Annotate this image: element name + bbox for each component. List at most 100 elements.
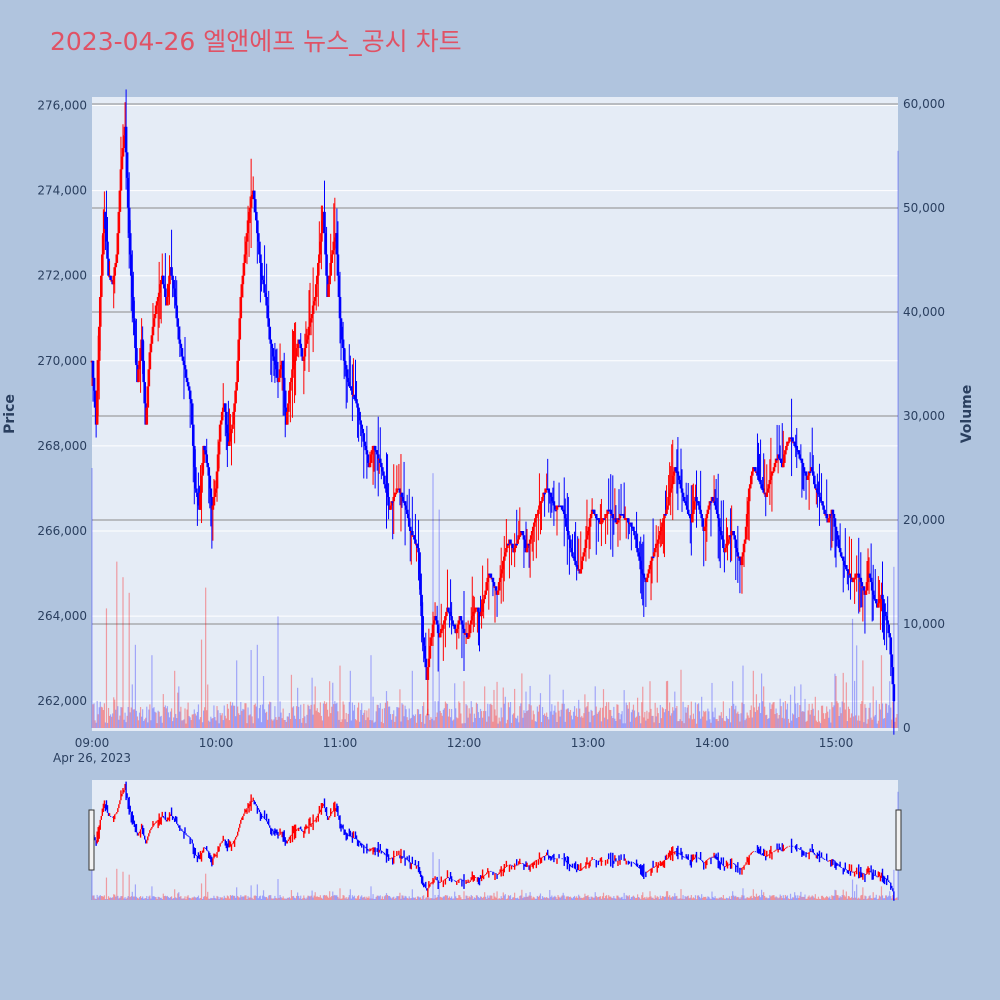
mini-volume-bar xyxy=(566,896,568,900)
price-tick-label: 272,000 xyxy=(37,269,87,283)
mini-volume-bar xyxy=(468,896,470,900)
mini-volume-bar xyxy=(524,897,526,900)
candle-body xyxy=(146,386,150,408)
volume-bar xyxy=(338,719,340,728)
volume-bar xyxy=(105,608,108,728)
volume-bar xyxy=(806,720,808,728)
candle-body xyxy=(782,462,785,468)
candle-body xyxy=(645,577,649,583)
candle-body xyxy=(362,433,366,442)
mini-volume-bar xyxy=(701,894,703,900)
mini-volume-bar xyxy=(198,898,201,900)
mini-volume-bar xyxy=(653,898,655,900)
volume-bar xyxy=(377,704,379,728)
candle-body xyxy=(246,220,250,234)
mini-volume-bar xyxy=(413,897,415,900)
volume-bar xyxy=(820,705,823,728)
volume-bar xyxy=(793,714,795,728)
candle-body xyxy=(759,479,762,485)
range-slider-handle-right[interactable] xyxy=(895,809,902,871)
mini-volume-bar xyxy=(856,884,858,900)
volume-bar xyxy=(287,716,289,728)
mini-volume-bar xyxy=(315,896,317,900)
volume-bar xyxy=(457,718,459,728)
mini-volume-bar xyxy=(545,897,547,900)
mini-volume-bar xyxy=(488,897,490,900)
candle-body xyxy=(335,233,339,255)
volume-bar xyxy=(506,719,508,728)
volume-bar xyxy=(550,711,552,728)
mini-volume-bar xyxy=(812,896,814,900)
candle-body xyxy=(872,594,876,600)
volume-bar xyxy=(255,706,257,728)
volume-bar xyxy=(427,708,429,728)
mini-volume-bar xyxy=(886,895,888,900)
candle-body xyxy=(580,560,584,570)
volume-bar xyxy=(652,715,654,728)
volume-bar xyxy=(251,716,253,728)
candle-body xyxy=(116,233,120,255)
mini-volume-bar xyxy=(230,895,233,900)
mini-volume-bar xyxy=(232,895,235,900)
mini-volume-bar xyxy=(126,897,128,900)
time-tick-label: 12:00 xyxy=(447,736,482,750)
volume-bar xyxy=(522,717,524,728)
volume-bar xyxy=(875,700,877,728)
volume-bar xyxy=(445,703,448,728)
candle-body xyxy=(774,458,778,463)
mini-volume-bar xyxy=(345,897,347,900)
candle-body xyxy=(306,335,310,340)
range-slider-handle-left[interactable] xyxy=(88,809,95,871)
mini-volume-bar xyxy=(362,897,364,900)
range-slider[interactable] xyxy=(88,780,902,901)
candle-body xyxy=(503,556,506,561)
mini-volume-bar xyxy=(141,897,143,900)
mini-volume-bar xyxy=(98,896,100,900)
volume-bar xyxy=(464,723,466,728)
mini-volume-bar xyxy=(843,895,845,900)
mini-volume-bar xyxy=(773,895,775,900)
volume-bar xyxy=(199,717,202,728)
volume-bar xyxy=(443,708,445,728)
volume-bar xyxy=(186,709,188,728)
volume-bar xyxy=(654,702,656,728)
volume-bar xyxy=(234,705,236,728)
volume-bar xyxy=(592,715,594,728)
candle-body xyxy=(139,348,142,361)
price-tick-label: 268,000 xyxy=(37,439,87,453)
mini-volume-bar xyxy=(770,896,772,900)
volume-bar xyxy=(586,706,588,728)
volume-bar xyxy=(599,707,601,728)
mini-volume-bar xyxy=(593,897,595,900)
mini-volume-bar xyxy=(237,895,239,900)
candle-body xyxy=(718,526,722,532)
volume-bar xyxy=(553,710,555,728)
volume-bar xyxy=(554,705,556,728)
mini-volume-bar xyxy=(818,898,821,900)
mini-volume-bar xyxy=(415,899,418,900)
candle-body xyxy=(235,382,238,391)
candle-body xyxy=(777,454,781,459)
candle-body xyxy=(228,441,231,446)
chart-title: 2023-04-26 엘앤에프 뉴스_공시 차트 xyxy=(50,27,462,56)
mini-volume-bar xyxy=(520,895,522,900)
candle-body xyxy=(177,326,181,340)
candle-body xyxy=(708,501,712,506)
mini-volume-bar xyxy=(270,895,272,900)
volume-bar xyxy=(240,702,242,728)
mini-volume-bar xyxy=(527,896,529,900)
mini-volume-bar xyxy=(610,896,612,900)
candle-body xyxy=(109,275,112,280)
volume-bar xyxy=(523,710,525,728)
volume-bar xyxy=(832,707,834,728)
candle-body xyxy=(793,441,796,446)
volume-bar xyxy=(566,708,568,728)
mini-volume-bar xyxy=(294,898,297,900)
mini-volume-bar xyxy=(330,897,332,900)
volume-bar xyxy=(784,700,786,728)
volume-bar xyxy=(883,718,886,728)
candle-body xyxy=(197,496,200,506)
mini-volume-bar xyxy=(346,898,348,900)
volume-bar xyxy=(870,717,872,728)
mini-volume-bar xyxy=(480,896,483,900)
